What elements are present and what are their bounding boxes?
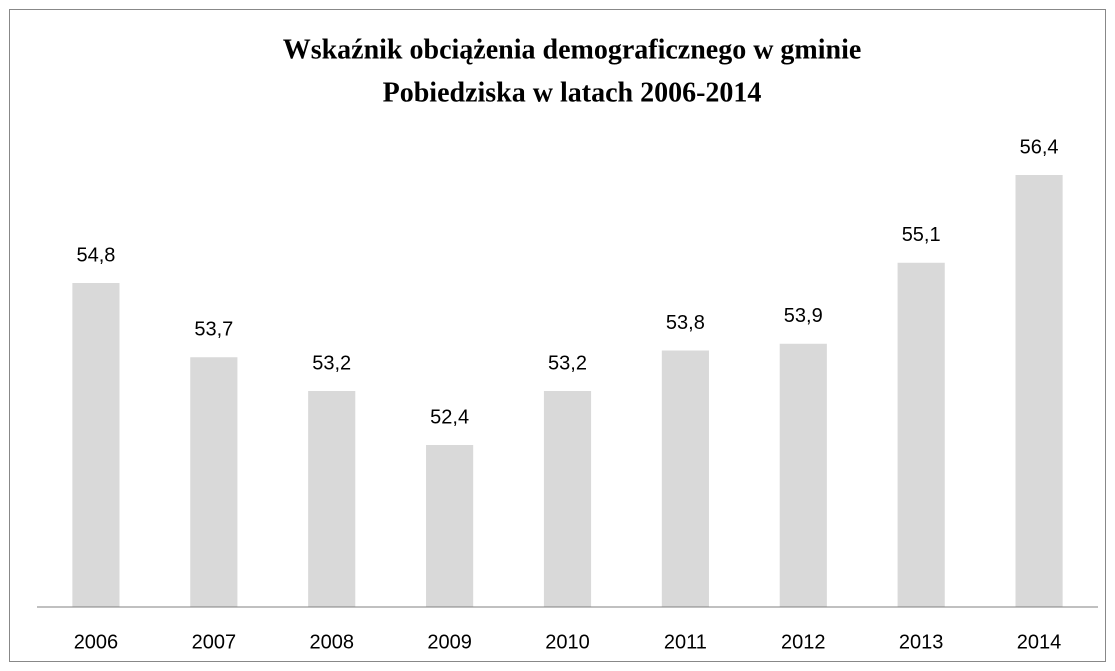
bar xyxy=(308,391,356,607)
data-label: 56,4 xyxy=(1020,136,1059,158)
data-label: 53,2 xyxy=(312,352,351,374)
data-label: 52,4 xyxy=(430,406,469,428)
data-label: 53,9 xyxy=(784,305,823,327)
bar xyxy=(1015,175,1063,607)
data-label: 55,1 xyxy=(902,224,941,246)
x-tick-label: 2012 xyxy=(781,631,826,653)
data-label: 53,7 xyxy=(194,319,233,341)
bar xyxy=(897,262,945,607)
x-tick-label: 2006 xyxy=(74,631,119,653)
x-tick-label: 2013 xyxy=(899,631,944,653)
bar xyxy=(190,357,238,607)
data-label: 53,2 xyxy=(548,352,587,374)
x-tick-label: 2014 xyxy=(1017,631,1062,653)
bar xyxy=(779,343,827,607)
data-label: 53,8 xyxy=(666,312,705,334)
x-tick-label: 2008 xyxy=(309,631,354,653)
bar xyxy=(543,391,592,607)
x-tick-label: 2009 xyxy=(427,631,472,653)
bar xyxy=(72,283,120,607)
x-tick-label: 2011 xyxy=(664,631,707,653)
bar xyxy=(661,350,709,607)
x-tick-label: 2010 xyxy=(545,631,590,653)
data-label: 54,8 xyxy=(76,244,115,266)
bar xyxy=(426,445,474,607)
chart-title: Pobiedziska w latach 2006-2014 xyxy=(383,77,762,108)
chart-title: Wskaźnik obciążenia demograficznego w gm… xyxy=(283,34,862,65)
x-tick-label: 2007 xyxy=(192,631,237,653)
